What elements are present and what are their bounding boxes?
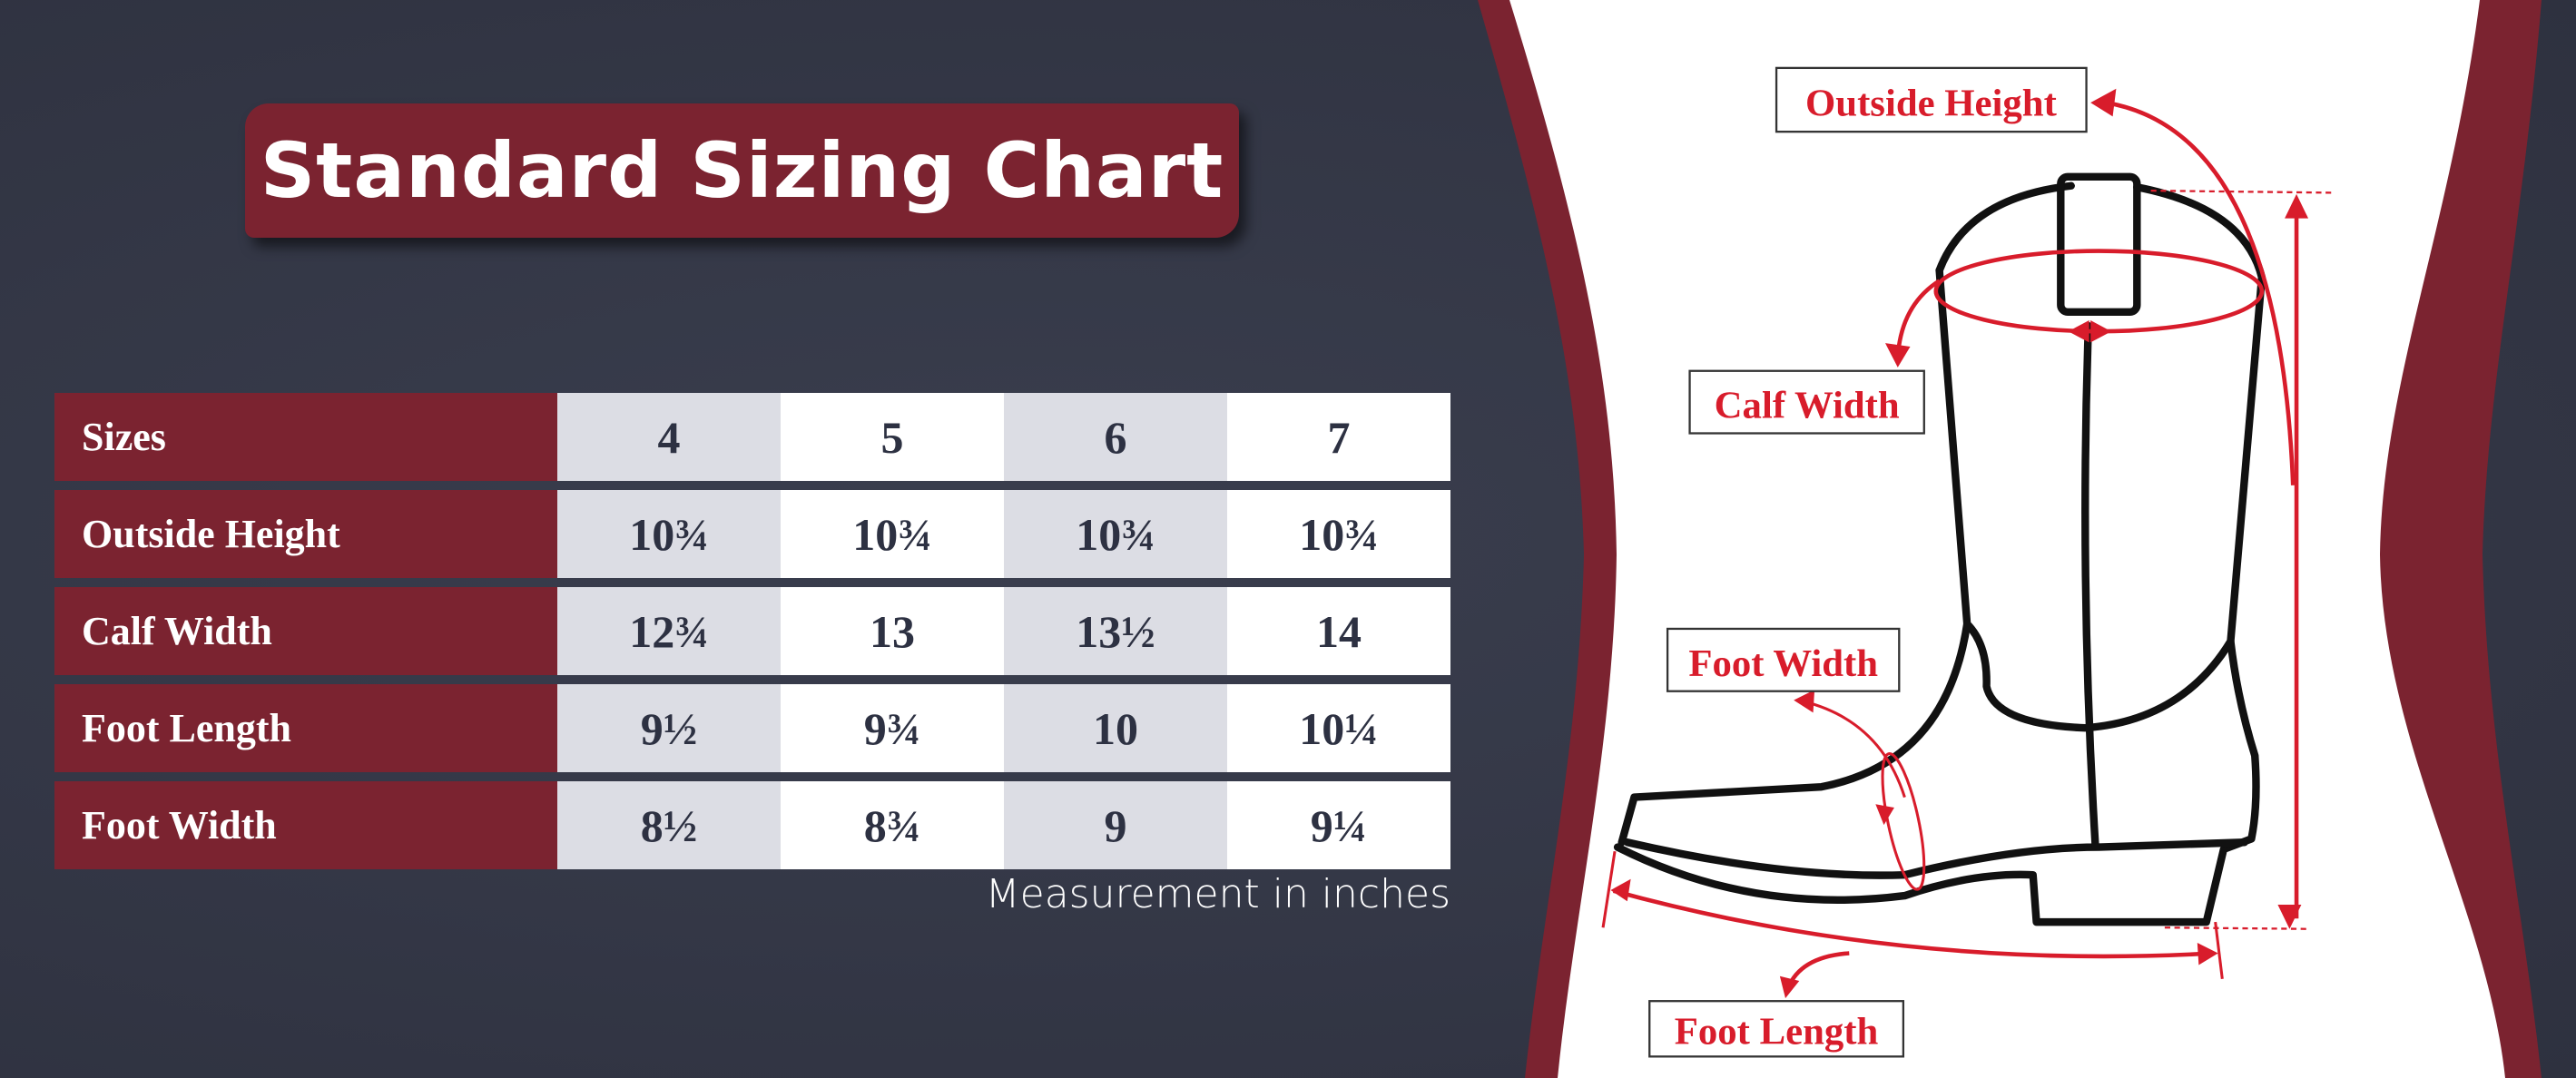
outside-height-arrow <box>2105 100 2296 485</box>
sizing-table: Sizes 4 5 6 7 Outside Height 10¾ 10¾ 10¾… <box>54 384 1450 878</box>
foot-width-ellipse <box>1881 751 1926 891</box>
value-cell: 9¼ <box>1227 781 1450 869</box>
value-cell: 13½ <box>1004 587 1227 675</box>
value-cell: 10 <box>1004 684 1227 772</box>
title-banner: Standard Sizing Chart <box>245 103 1239 238</box>
foot-length-text: Foot Length <box>1675 1011 1879 1054</box>
header-label: Sizes <box>54 393 557 481</box>
table-row: Foot Width 8½ 8¾ 9 9¼ <box>54 781 1450 869</box>
value-cell: 8¾ <box>781 781 1004 869</box>
value-cell: 10¾ <box>557 490 781 578</box>
label-foot-width: Foot Width <box>1666 627 1901 692</box>
row-label: Outside Height <box>54 490 557 578</box>
page-title: Standard Sizing Chart <box>260 126 1224 215</box>
measurement-note: Measurement in inches <box>985 871 1450 917</box>
table-row: Foot Length 9½ 9¾ 10 10¼ <box>54 684 1450 772</box>
row-label: Foot Width <box>54 781 557 869</box>
calf-width-text: Calf Width <box>1715 385 1900 427</box>
size-cell: 7 <box>1227 393 1450 481</box>
panel-background <box>1509 0 2505 1078</box>
value-cell: 12¾ <box>557 587 781 675</box>
measurement-annotations <box>1601 100 2332 989</box>
size-cell: 4 <box>557 393 781 481</box>
boot-outline <box>1613 172 2266 926</box>
value-cell: 9½ <box>557 684 781 772</box>
value-cell: 9¾ <box>781 684 1004 772</box>
value-cell: 10¾ <box>1004 490 1227 578</box>
size-cell: 5 <box>781 393 1004 481</box>
label-outside-height: Outside Height <box>1775 66 2088 133</box>
size-cell: 6 <box>1004 393 1227 481</box>
arrowheads <box>1610 88 2309 999</box>
table-header-row: Sizes 4 5 6 7 <box>54 393 1450 481</box>
foot-width-arrow <box>1804 700 1906 799</box>
value-cell: 10¼ <box>1227 684 1450 772</box>
foot-width-text: Foot Width <box>1688 642 1878 685</box>
table-row: Outside Height 10¾ 10¾ 10¾ 10¾ <box>54 490 1450 578</box>
row-label: Foot Length <box>54 684 557 772</box>
row-label: Calf Width <box>54 587 557 675</box>
value-cell: 9 <box>1004 781 1227 869</box>
value-cell: 14 <box>1227 587 1450 675</box>
label-calf-width: Calf Width <box>1688 369 1925 435</box>
foot-length-arrow <box>1612 888 2214 959</box>
value-cell: 8½ <box>557 781 781 869</box>
value-cell: 10¾ <box>781 490 1004 578</box>
value-cell: 13 <box>781 587 1004 675</box>
label-foot-length: Foot Length <box>1648 1000 1905 1058</box>
table-row: Calf Width 12¾ 13 13½ 14 <box>54 587 1450 675</box>
outside-height-text: Outside Height <box>1805 83 2058 125</box>
value-cell: 10¾ <box>1227 490 1450 578</box>
